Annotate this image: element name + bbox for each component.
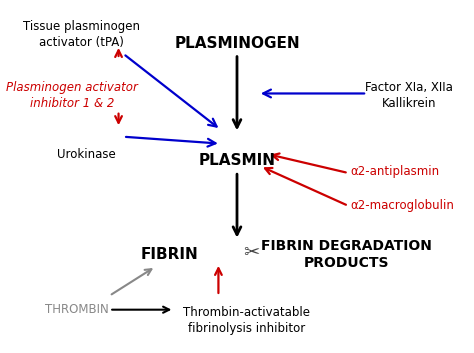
Text: Factor XIa, XIIa
Kallikrein: Factor XIa, XIIa Kallikrein <box>365 81 453 110</box>
Text: Tissue plasminogen
activator (tPA): Tissue plasminogen activator (tPA) <box>23 20 140 49</box>
Text: THROMBIN: THROMBIN <box>45 303 109 316</box>
Text: Urokinase: Urokinase <box>57 148 115 161</box>
Text: Thrombin-activatable
fibrinolysis inhibitor: Thrombin-activatable fibrinolysis inhibi… <box>183 306 310 335</box>
Text: PLASMIN: PLASMIN <box>199 154 275 168</box>
Text: FIBRIN: FIBRIN <box>141 247 199 262</box>
Text: ✂: ✂ <box>243 243 259 262</box>
Text: α2-antiplasmin: α2-antiplasmin <box>351 165 440 178</box>
Text: FIBRIN DEGRADATION
PRODUCTS: FIBRIN DEGRADATION PRODUCTS <box>261 239 432 270</box>
Text: PLASMINOGEN: PLASMINOGEN <box>174 36 300 51</box>
Text: α2-macroglobulin: α2-macroglobulin <box>351 199 455 213</box>
Text: Plasminogen activator
inhibitor 1 & 2: Plasminogen activator inhibitor 1 & 2 <box>6 81 138 110</box>
